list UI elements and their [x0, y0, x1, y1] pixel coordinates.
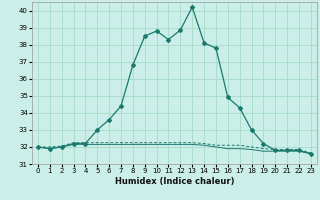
X-axis label: Humidex (Indice chaleur): Humidex (Indice chaleur) [115, 177, 234, 186]
